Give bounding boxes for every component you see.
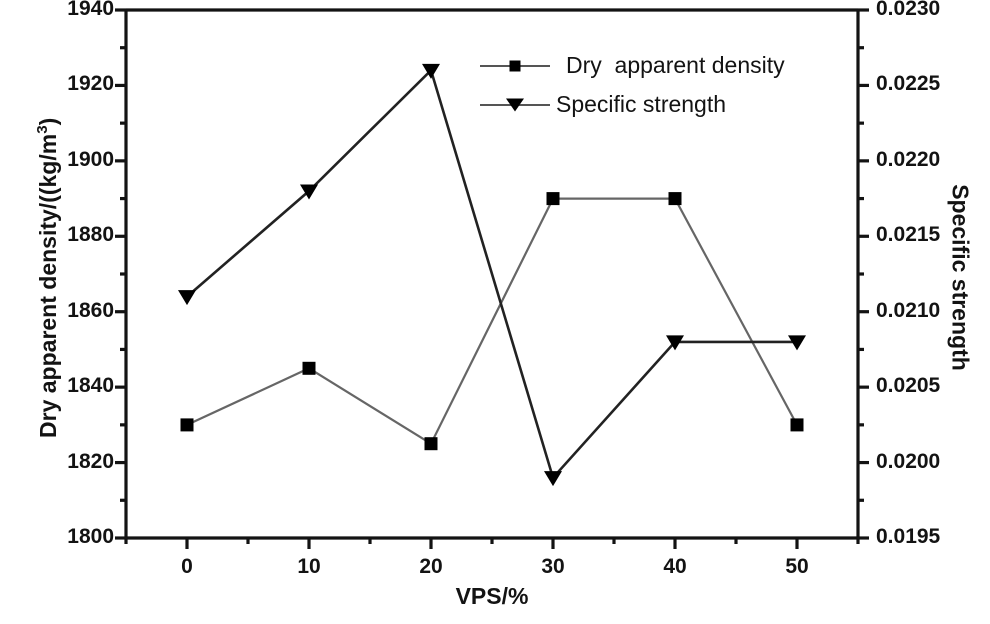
y-axis-right-tick-label: 0.0210 [876, 298, 941, 322]
data-point-square[interactable] [668, 192, 682, 206]
y-axis-left-tick-label: 1920 [67, 72, 114, 96]
x-axis-tick-label: 10 [297, 555, 321, 578]
y-axis-left-tick-label: 1880 [67, 223, 114, 247]
legend-label-dry-apparent-density: Dry apparent density [566, 52, 785, 78]
y-axis-right-tick-label: 0.0205 [876, 374, 941, 398]
data-point-square[interactable] [180, 418, 194, 432]
series-line-1 [186, 197, 798, 446]
x-axis-tick-label: 20 [419, 555, 443, 578]
y-axis-left-tick-label: 1900 [67, 147, 114, 171]
x-axis-title: VPS/% [455, 583, 529, 609]
data-point-triangle[interactable] [422, 63, 440, 79]
data-point-square[interactable] [546, 192, 560, 206]
data-point-triangle[interactable] [788, 335, 806, 351]
x-axis-tick-label: 0 [181, 555, 193, 578]
y-axis-left-tick-label: 1860 [67, 298, 114, 322]
triangle-down-marker-icon [478, 93, 552, 117]
data-point-triangle[interactable] [544, 471, 562, 487]
y-axis-right-tick-label: 0.0215 [876, 223, 941, 247]
legend-item-specific-strength[interactable]: Specific strength [478, 85, 858, 124]
data-point-triangle[interactable] [300, 184, 318, 200]
y-axis-left-tick-label: 1840 [67, 374, 114, 398]
square-marker-icon [478, 54, 552, 78]
y-axis-right-tick-label: 0.0225 [876, 72, 941, 96]
series-line-2 [186, 67, 797, 481]
y-axis-left-tick-label: 1820 [67, 449, 114, 473]
data-point-triangle[interactable] [666, 335, 684, 351]
chart-legend: Dry apparent density Specific strength [478, 46, 858, 124]
data-point-square[interactable] [302, 361, 316, 375]
x-axis-tick-label: 40 [663, 555, 687, 578]
data-point-square[interactable] [790, 418, 804, 432]
y-axis-right-tick-label: 0.0195 [876, 525, 941, 548]
legend-label-specific-strength: Specific strength [556, 91, 727, 117]
y-axis-right-tick-label: 0.0230 [876, 0, 941, 20]
data-point-square[interactable] [424, 437, 438, 451]
legend-item-dry-apparent-density[interactable]: Dry apparent density [478, 46, 858, 85]
data-point-triangle[interactable] [178, 290, 196, 306]
x-axis-tick-label: 30 [541, 555, 565, 578]
x-axis-tick-label: 50 [785, 555, 809, 578]
y-axis-left-tick-label: 1800 [67, 525, 114, 548]
y-axis-right-tick-label: 0.0200 [876, 449, 941, 473]
y-axis-right-tick-label: 0.0220 [876, 147, 941, 171]
y-axis-left-tick-label: 1940 [67, 0, 114, 20]
